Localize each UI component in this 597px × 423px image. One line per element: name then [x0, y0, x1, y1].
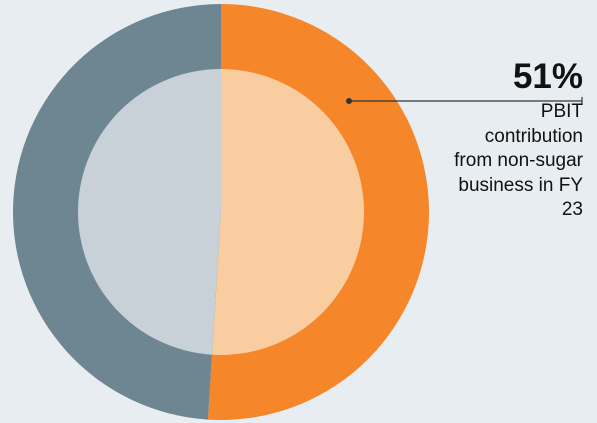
callout-leader-dot	[346, 98, 352, 104]
slice-inner-non-sugar-business	[212, 69, 364, 356]
callout-value: 51%	[512, 57, 583, 96]
callout: 51% PBIT contribution from non-sugar bus…	[443, 58, 583, 223]
slice-inner-sugar-business	[77, 69, 222, 355]
callout-label: PBIT contribution from non-sugar busines…	[454, 101, 583, 220]
